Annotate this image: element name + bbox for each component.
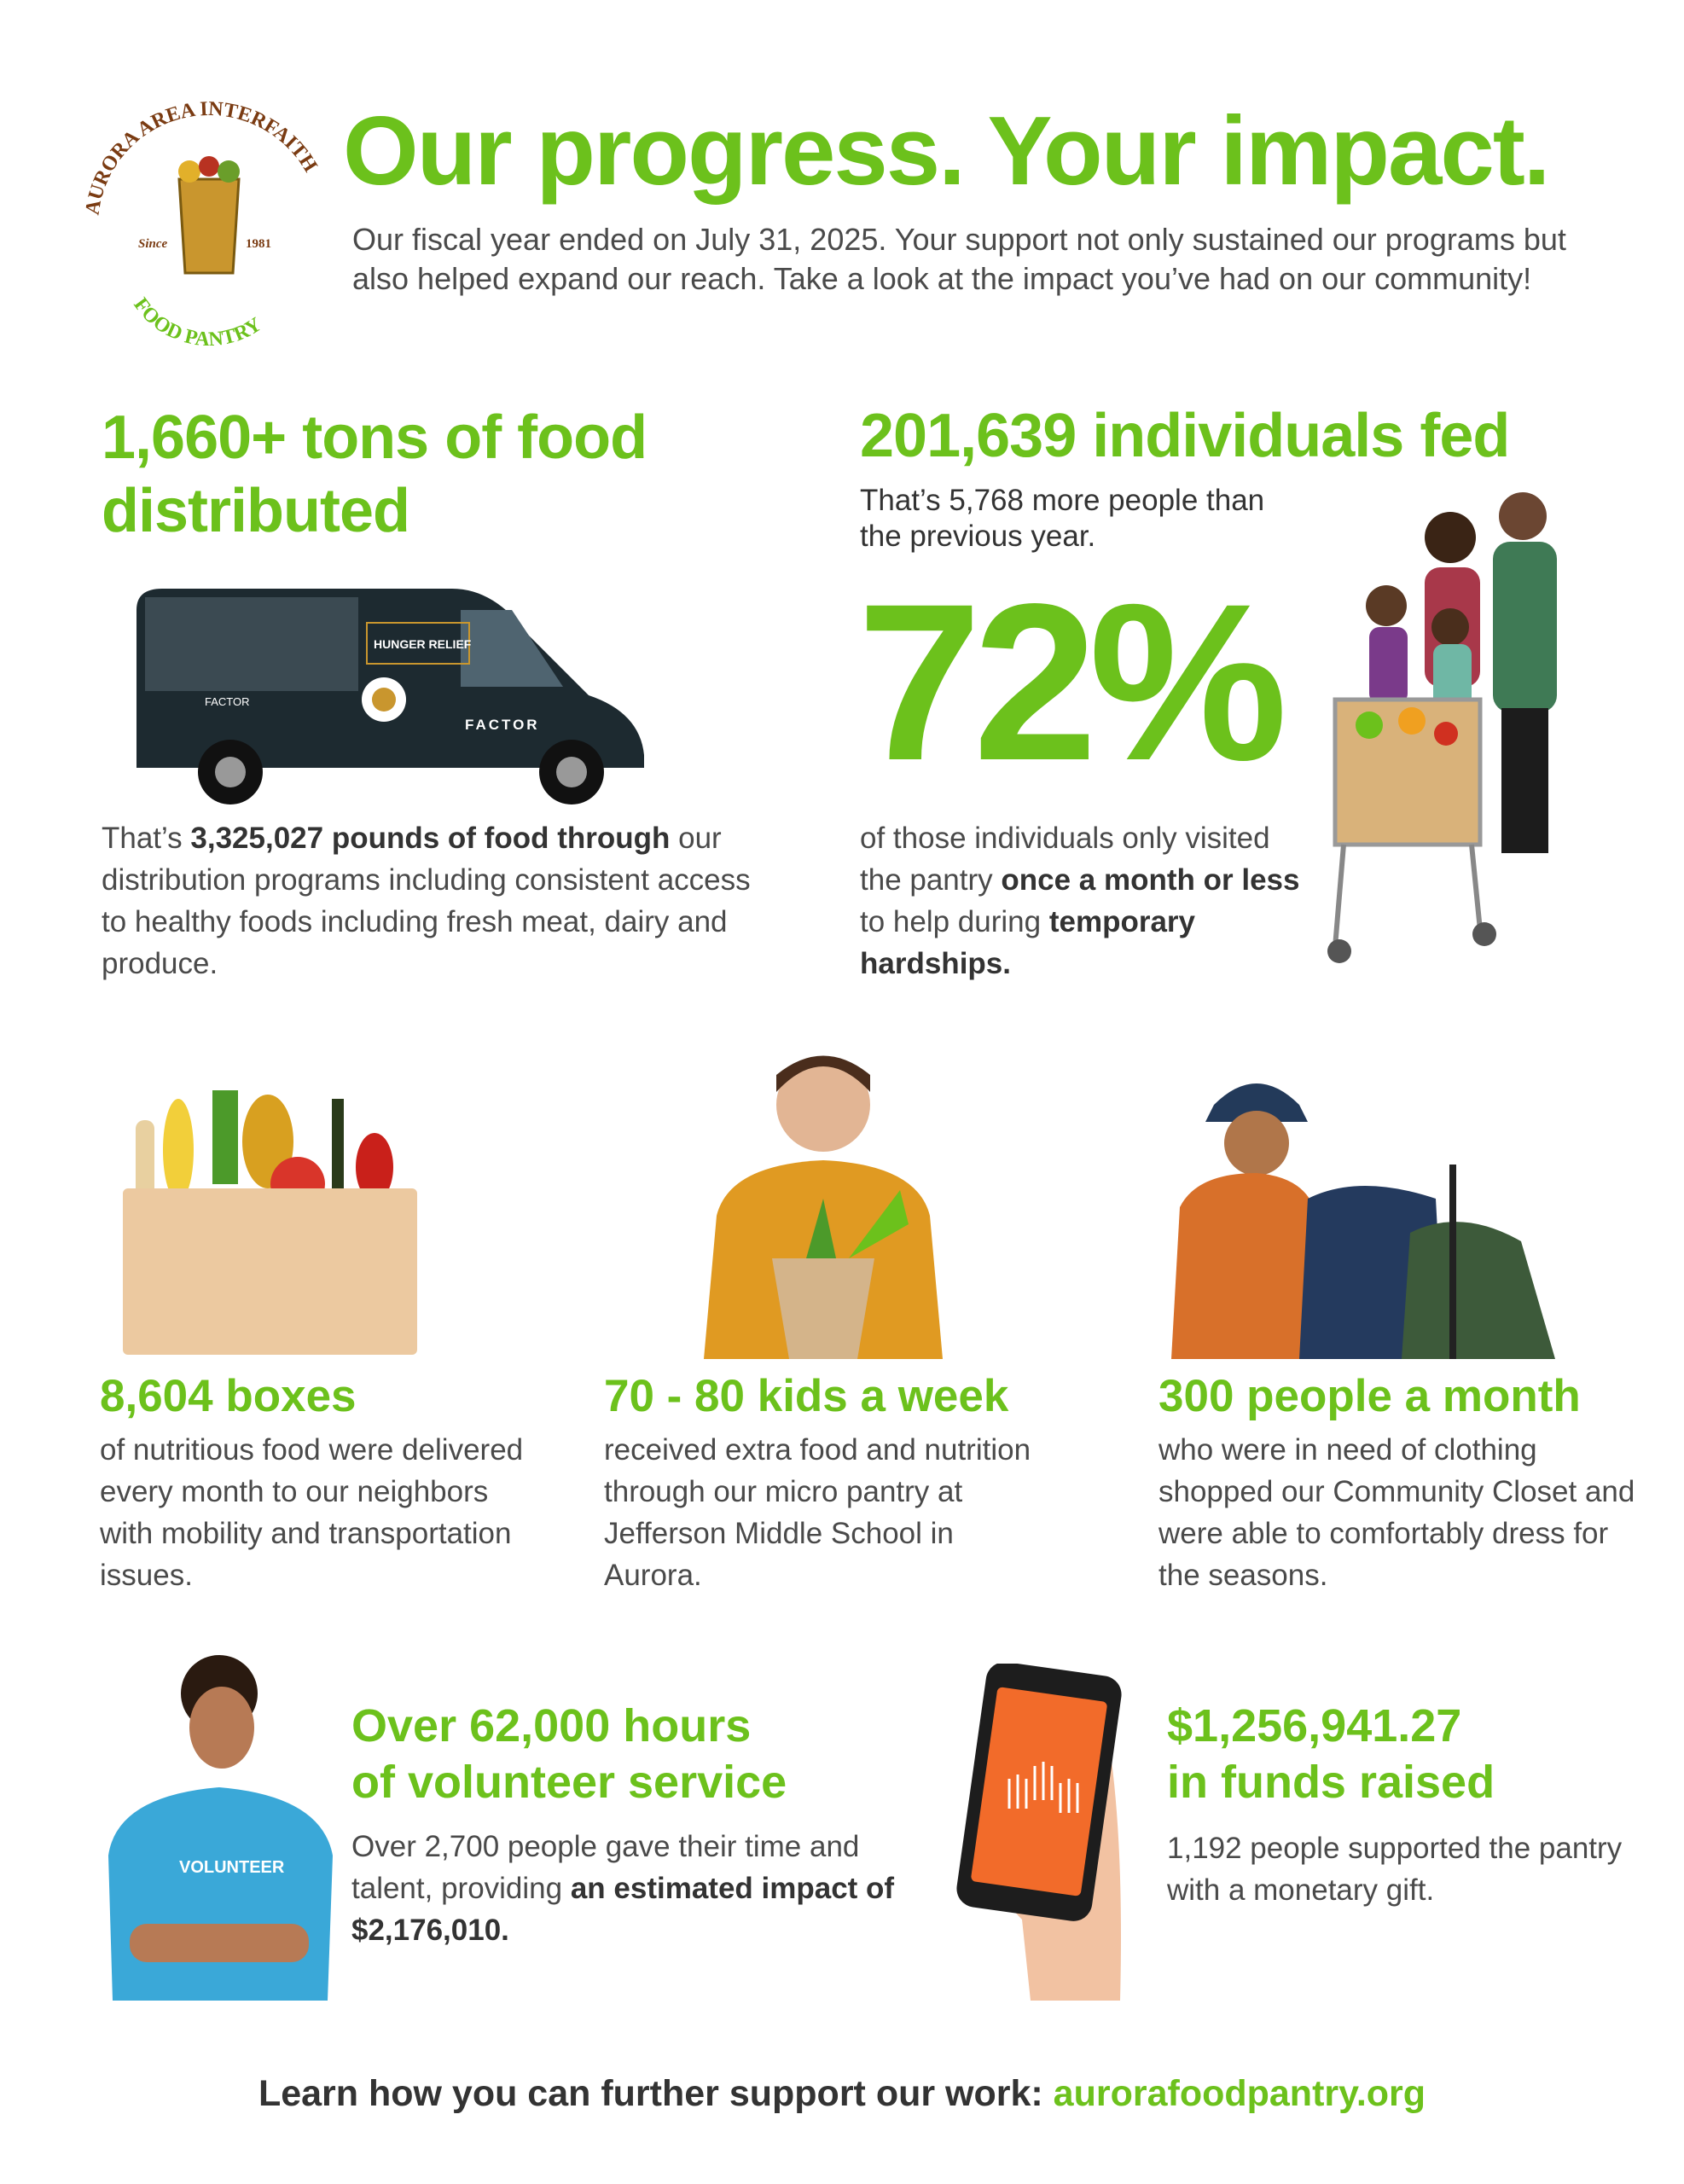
boxes-heading: 8,604 boxes <box>100 1371 357 1421</box>
kids-heading: 70 - 80 kids a week <box>604 1371 1009 1421</box>
volunteer-heading-line2: of volunteer service <box>351 1757 787 1808</box>
footer-text: Learn how you can further support our wo… <box>258 2073 1054 2114</box>
funds-heading-line1: $1,256,941.27 <box>1167 1700 1462 1751</box>
logo-since: Since <box>138 237 168 251</box>
volunteer-image: VOLUNTEER <box>104 1642 336 2001</box>
food-text-post: our distribution programs including cons… <box>102 822 751 980</box>
kid-with-groceries-image <box>678 1045 964 1359</box>
individuals-heading: 201,639 individuals fed <box>860 402 1510 470</box>
van-image: HUNGER RELIEF FACTOR FACTOR <box>128 584 648 808</box>
footer-link[interactable]: aurorafoodpantry.org <box>1053 2073 1426 2114</box>
funds-heading: $1,256,941.27 in funds raised <box>1167 1698 1495 1810</box>
individuals-text-bold2: temporary hardships. <box>860 905 1195 980</box>
individuals-sub: That’s 5,768 more people than the previo… <box>860 484 1265 553</box>
individuals-text: of those individuals only visited the pa… <box>860 817 1312 985</box>
family-image <box>1318 486 1591 977</box>
food-heading: 1,660+ tons of food distributed <box>102 404 647 545</box>
individuals-text-mid: to help during <box>860 905 1049 938</box>
logo-year: 1981 <box>246 237 271 251</box>
volunteer-shirt-text: VOLUNTEER <box>179 1858 285 1877</box>
individuals-text-bold: once a month or less <box>1001 863 1300 897</box>
van-label-factor-1: FACTOR <box>205 695 250 708</box>
clothing-text: who were in need of clothing shopped our… <box>1158 1433 1635 1592</box>
kids-text: received extra food and nutrition throug… <box>604 1433 1031 1592</box>
food-text: That’s 3,325,027 pounds of food through … <box>102 817 767 985</box>
funds-text: 1,192 people supported the pantry with a… <box>1167 1832 1623 1907</box>
food-text-pre: That’s <box>102 822 191 855</box>
intro-text: Our fiscal year ended on July 31, 2025. … <box>352 222 1566 296</box>
svg-text:FOOD PANTRY: FOOD PANTRY <box>129 294 265 346</box>
volunteer-text-pre: Over 2,700 people gave their time and ta… <box>351 1830 860 1905</box>
van-label-factor-2: FACTOR <box>465 717 540 733</box>
logo: AURORA AREA INTERFAITH FOOD PANTRY Since… <box>82 98 333 351</box>
percent-stat: 72% <box>857 557 1287 807</box>
volunteer-heading: Over 62,000 hours of volunteer service <box>351 1698 787 1810</box>
funds-heading-line2: in funds raised <box>1167 1757 1495 1808</box>
volunteer-text: Over 2,700 people gave their time and ta… <box>351 1826 906 1951</box>
man-clothing-image <box>1163 1071 1589 1359</box>
footer-cta: Learn how you can further support our wo… <box>0 2073 1684 2115</box>
helping-hands-icon <box>1007 1762 1079 1813</box>
page-title: Our progress. Your impact. <box>343 97 1550 206</box>
grocery-box-image <box>119 1073 421 1359</box>
logo-text-bottom: FOOD PANTRY <box>129 294 265 351</box>
boxes-text: of nutritious food were delivered every … <box>100 1433 524 1592</box>
volunteer-text-bold: an estimated impact of $2,176,010. <box>351 1872 895 1947</box>
volunteer-heading-line1: Over 62,000 hours <box>351 1700 752 1751</box>
food-text-bold: 3,325,027 pounds of food through <box>190 822 671 855</box>
clothing-heading: 300 people a month <box>1158 1371 1581 1421</box>
van-label-hunger: HUNGER RELIEF <box>374 637 472 651</box>
individuals-text-pre: of those individuals only visited the pa… <box>860 822 1270 897</box>
phone-image <box>954 1664 1133 2001</box>
